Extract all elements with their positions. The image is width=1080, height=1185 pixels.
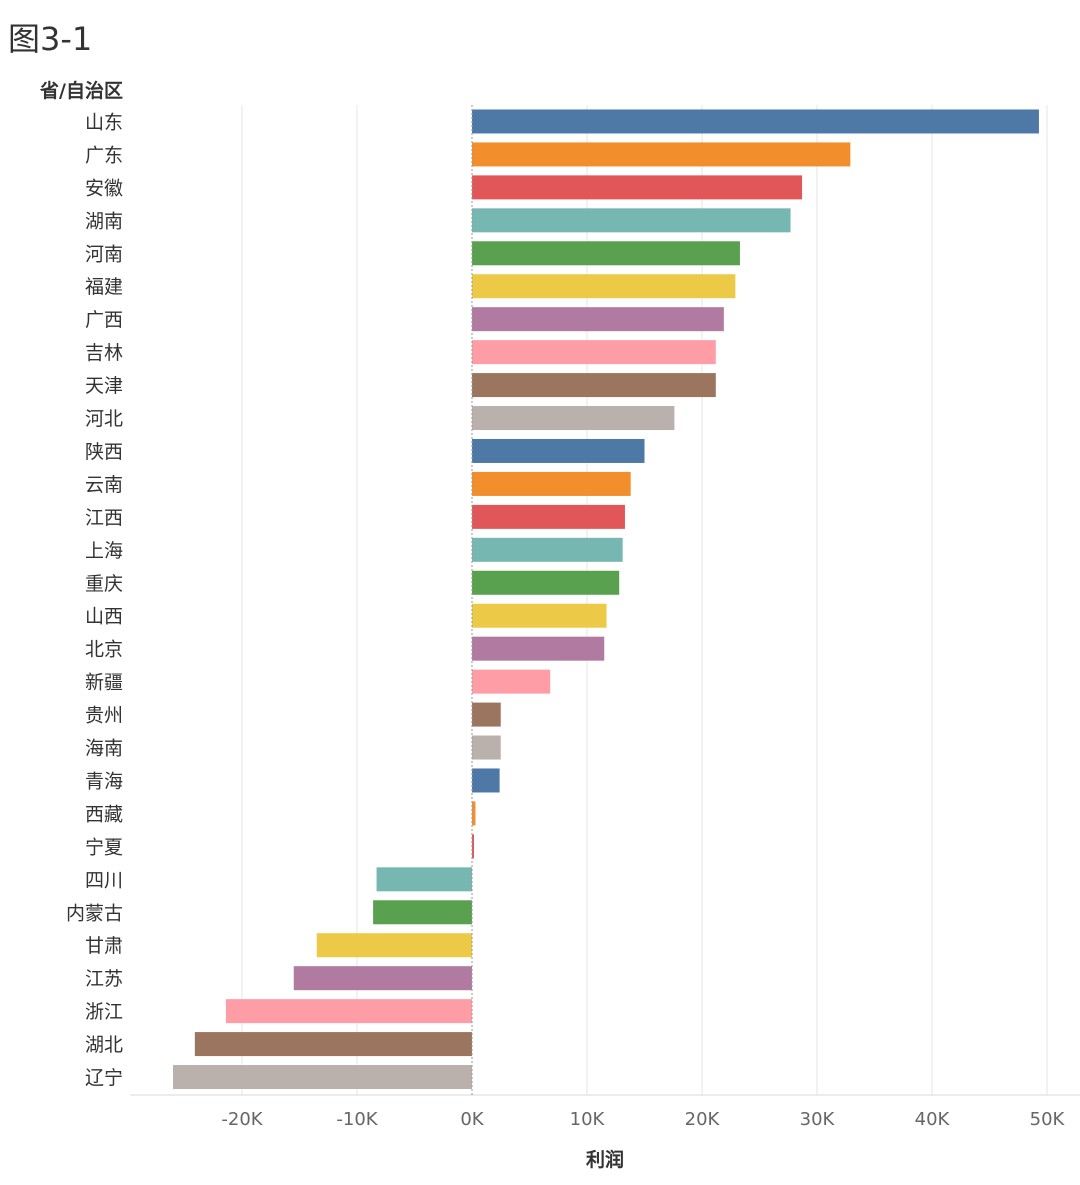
x-tick-label: -20K [221, 1109, 263, 1130]
bar [173, 1065, 472, 1090]
category-label: 江苏 [85, 968, 123, 990]
bar [472, 603, 607, 628]
category-label: 浙江 [85, 1001, 123, 1023]
category-labels: 山东广东安徽湖南河南福建广西吉林天津河北陕西云南江西上海重庆山西北京新疆贵州海南… [66, 111, 123, 1089]
category-label: 云南 [85, 474, 123, 496]
bar [472, 142, 851, 167]
category-label: 安徽 [85, 177, 123, 199]
category-label: 甘肃 [85, 935, 123, 957]
category-label: 宁夏 [85, 836, 123, 858]
category-label: 河南 [85, 243, 123, 265]
x-tick-label: 20K [685, 1109, 721, 1130]
category-label: 上海 [85, 540, 123, 562]
category-label: 广东 [85, 144, 123, 166]
category-label: 福建 [85, 276, 123, 298]
x-axis-title: 利润 [586, 1148, 624, 1171]
category-label: 内蒙古 [66, 902, 123, 924]
category-label: 广西 [85, 309, 123, 331]
bar [316, 933, 472, 958]
category-label: 辽宁 [85, 1067, 123, 1089]
category-label: 北京 [85, 639, 123, 661]
bar [376, 867, 472, 892]
bar [472, 307, 724, 332]
bars [173, 109, 1039, 1090]
bar [472, 373, 716, 398]
bar [194, 1032, 472, 1057]
category-label: 山西 [85, 606, 123, 628]
bar [472, 208, 791, 233]
bar [472, 109, 1039, 134]
category-label: 河北 [85, 408, 123, 430]
bar [472, 636, 605, 661]
x-tick-label: 10K [570, 1109, 606, 1130]
category-label: 山东 [85, 111, 123, 133]
category-label: 西藏 [85, 803, 123, 825]
category-label: 四川 [85, 869, 123, 891]
x-tick-label: 40K [915, 1109, 951, 1130]
bar [472, 801, 476, 826]
row-header: 省/自治区 [39, 79, 123, 102]
category-label: 海南 [85, 738, 123, 760]
x-axis-ticks: -20K -10K 0K 10K 20K 30K 40K 50K [221, 1109, 1065, 1130]
bar [293, 966, 472, 991]
bar [472, 274, 736, 299]
x-tick-label: 50K [1030, 1109, 1066, 1130]
bar [472, 669, 551, 694]
bar [472, 438, 645, 463]
category-label: 新疆 [85, 672, 123, 694]
x-tick-label: -10K [336, 1109, 378, 1130]
bar [472, 504, 625, 529]
category-label: 吉林 [85, 342, 123, 364]
bar [225, 999, 472, 1024]
bar [472, 241, 740, 266]
bar [472, 735, 501, 760]
category-label: 贵州 [85, 705, 123, 727]
figure-title: 图3-1 [8, 20, 93, 58]
category-label: 陕西 [85, 441, 123, 463]
bar [472, 471, 631, 496]
bar [472, 702, 501, 727]
gridlines [130, 105, 1080, 1096]
category-label: 青海 [85, 770, 123, 792]
bar [373, 900, 472, 925]
category-label: 湖北 [85, 1034, 123, 1056]
x-tick-label: 30K [800, 1109, 836, 1130]
category-label: 江西 [85, 507, 123, 529]
category-label: 湖南 [85, 210, 123, 232]
bar [472, 406, 675, 431]
x-tick-label: 0K [460, 1109, 484, 1130]
bar [472, 834, 474, 859]
bar [472, 537, 623, 562]
bar [472, 340, 716, 365]
category-label: 天津 [85, 375, 123, 397]
bar [472, 768, 500, 793]
bar [472, 570, 620, 595]
bar [472, 175, 803, 200]
category-label: 重庆 [85, 573, 123, 595]
